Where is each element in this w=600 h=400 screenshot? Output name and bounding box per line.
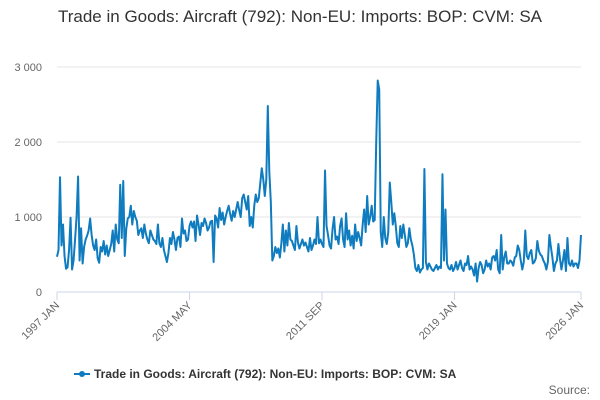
- legend-item: Trade in Goods: Aircraft (792): Non-EU: …: [74, 367, 457, 381]
- x-tick-label: 2011 SEP: [284, 300, 327, 343]
- chart-title: Trade in Goods: Aircraft (792): Non-EU: …: [57, 7, 543, 26]
- legend-marker: [79, 371, 85, 377]
- legend-label: Trade in Goods: Aircraft (792): Non-EU: …: [94, 367, 457, 381]
- y-tick-label: 1 000: [14, 212, 42, 224]
- y-tick-label: 0: [36, 287, 42, 299]
- x-tick-label: 2004 MAY: [150, 299, 195, 344]
- x-tick-label: 2019 JAN: [417, 300, 460, 343]
- series-line: [56, 79, 582, 283]
- y-tick-label: 2 000: [14, 137, 42, 149]
- x-tick-label: 2026 JAN: [543, 300, 586, 343]
- source: Source:: [549, 383, 590, 397]
- x-tick-label: 1997 JAN: [19, 300, 62, 343]
- y-tick-label: 3 000: [14, 62, 42, 74]
